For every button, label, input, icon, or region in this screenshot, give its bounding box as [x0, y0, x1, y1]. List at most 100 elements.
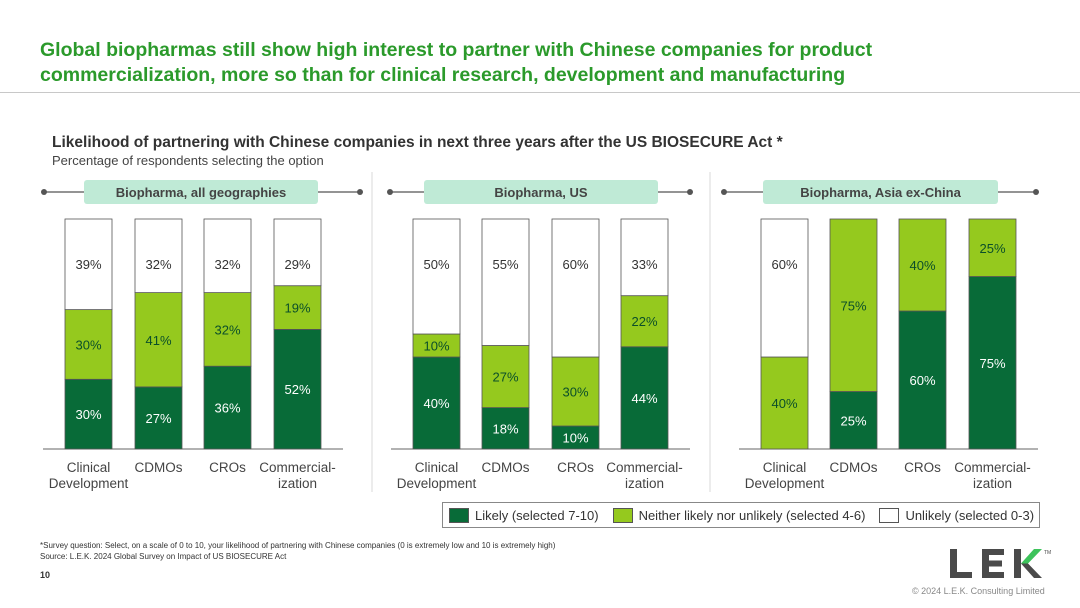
panel-3-label: Biopharma, Asia ex-China: [800, 185, 961, 200]
legend-swatch-neither: [612, 507, 633, 523]
bar-2-2-3: [481, 218, 530, 346]
tick-label-1-2-1: CDMOs: [135, 460, 183, 475]
bar-3-3-1: [898, 310, 947, 450]
bar-1-3-1: [203, 365, 252, 450]
bar-3-4-2: [968, 218, 1017, 277]
data-label-2-4-3: 33%: [631, 257, 657, 272]
legend-swatch-likely: [449, 507, 469, 523]
data-label-1-1-1: 30%: [75, 407, 101, 422]
tick-label-2-4-2: ization: [625, 476, 664, 491]
legend-label-neither: Neither likely nor unlikely (selected 4-…: [638, 507, 866, 523]
panel-1-label-box: [84, 180, 318, 204]
tick-label-1-1-2: Development: [49, 476, 129, 491]
tick-label-2-1-2: Development: [397, 476, 477, 491]
tick-label-1-4-1: Commercial-: [259, 460, 336, 475]
footnote: *Survey question: Select, on a scale of …: [40, 540, 555, 562]
tick-label-3-1-2: Development: [745, 476, 825, 491]
bar-3-4-1: [968, 276, 1017, 450]
data-label-2-1-2: 10%: [423, 339, 449, 354]
chart-subtitle: Percentage of respondents selecting the …: [52, 153, 324, 168]
bar-2-3-3: [551, 218, 600, 358]
data-label-3-1-2: 40%: [771, 396, 797, 411]
panel-2-label: Biopharma, US: [494, 185, 588, 200]
data-label-3-1-3: 60%: [771, 257, 797, 272]
data-label-1-4-2: 19%: [284, 301, 310, 316]
bar-1-1-2: [64, 309, 113, 380]
bar-2-3-2: [551, 356, 600, 427]
bar-2-1-3: [412, 218, 461, 335]
panel-3-dot-left: [721, 189, 727, 195]
bar-1-1-1: [64, 378, 113, 450]
panel-2-label-box: [424, 180, 658, 204]
data-label-1-2-3: 32%: [145, 257, 171, 272]
logo-tm: TM: [1044, 550, 1051, 556]
bar-3-1-3: [760, 218, 809, 358]
bar-2-4-3: [620, 218, 669, 297]
data-label-3-2-2: 75%: [840, 298, 866, 313]
panel-3-dot-right: [1033, 189, 1039, 195]
bar-1-4-3: [273, 218, 322, 287]
panel-2-dot-left: [387, 189, 393, 195]
bar-1-2-3: [134, 218, 183, 293]
bar-1-3-3: [203, 218, 252, 293]
tick-label-1-3-1: CROs: [209, 460, 246, 475]
bar-3-3-2: [898, 218, 947, 312]
bar-1-3-2: [203, 292, 252, 367]
page-number: 10: [40, 570, 51, 580]
data-label-1-1-3: 39%: [75, 257, 101, 272]
data-label-2-3-1: 10%: [562, 431, 588, 446]
page-title: Global biopharmas still show high intere…: [40, 39, 873, 86]
data-label-1-4-3: 29%: [284, 257, 310, 272]
legend-item-unlikely: Unlikely (selected 0-3): [879, 507, 1035, 523]
copyright: © 2024 L.E.K. Consulting Limited: [912, 586, 1045, 596]
bar-1-1-3: [64, 218, 113, 311]
data-label-1-3-1: 36%: [214, 401, 240, 416]
bar-1-4-2: [273, 285, 322, 330]
data-label-2-1-1: 40%: [423, 396, 449, 411]
tick-label-2-2-1: CDMOs: [482, 460, 530, 475]
legend-item-likely: Likely (selected 7-10): [449, 507, 599, 523]
bar-3-2-2: [829, 218, 878, 392]
chart-legend: Likely (selected 7-10) Neither likely no…: [442, 502, 1040, 528]
tick-label-3-4-2: ization: [973, 476, 1012, 491]
data-label-3-4-1: 75%: [979, 356, 1005, 371]
data-label-1-3-3: 32%: [214, 257, 240, 272]
data-label-1-3-2: 32%: [214, 322, 240, 337]
data-label-2-2-3: 55%: [492, 257, 518, 272]
data-label-2-4-2: 22%: [631, 314, 657, 329]
title-divider: [0, 92, 1080, 93]
panel-1-dot-right: [357, 189, 363, 195]
panel-3-label-box: [763, 180, 998, 204]
data-label-2-2-2: 27%: [492, 370, 518, 385]
bar-1-2-2: [134, 292, 183, 388]
bar-2-2-1: [481, 407, 530, 450]
legend-label-unlikely: Unlikely (selected 0-3): [905, 507, 1035, 523]
data-label-3-4-2: 25%: [979, 241, 1005, 256]
data-label-2-3-2: 30%: [562, 385, 588, 400]
data-label-2-1-3: 50%: [423, 257, 449, 272]
lek-logo: TM: [950, 549, 1051, 578]
data-label-1-4-1: 52%: [284, 382, 310, 397]
panel-1-dot-left: [41, 189, 47, 195]
legend-label-likely: Likely (selected 7-10): [475, 507, 599, 523]
data-label-3-3-2: 40%: [909, 258, 935, 273]
chart-title: Likelihood of partnering with Chinese co…: [52, 134, 783, 151]
tick-label-2-4-1: Commercial-: [606, 460, 683, 475]
data-label-1-1-2: 30%: [75, 337, 101, 352]
panel-1-label: Biopharma, all geographies: [116, 185, 287, 200]
data-label-2-2-1: 18%: [492, 421, 518, 436]
legend-item-neither: Neither likely nor unlikely (selected 4-…: [612, 507, 866, 523]
legend-swatch-unlikely: [879, 507, 900, 523]
bar-2-4-1: [620, 346, 669, 450]
data-label-2-4-1: 44%: [631, 391, 657, 406]
bar-3-2-1: [829, 391, 878, 450]
tick-label-3-2-1: CDMOs: [830, 460, 878, 475]
bar-1-2-1: [134, 386, 183, 450]
tick-label-2-3-1: CROs: [557, 460, 594, 475]
bar-2-1-1: [412, 356, 461, 450]
tick-label-3-1-1: Clinical: [763, 460, 807, 475]
tick-label-3-3-1: CROs: [904, 460, 941, 475]
tick-label-2-1-1: Clinical: [415, 460, 459, 475]
panel-2-dot-right: [687, 189, 693, 195]
tick-label-1-4-2: ization: [278, 476, 317, 491]
